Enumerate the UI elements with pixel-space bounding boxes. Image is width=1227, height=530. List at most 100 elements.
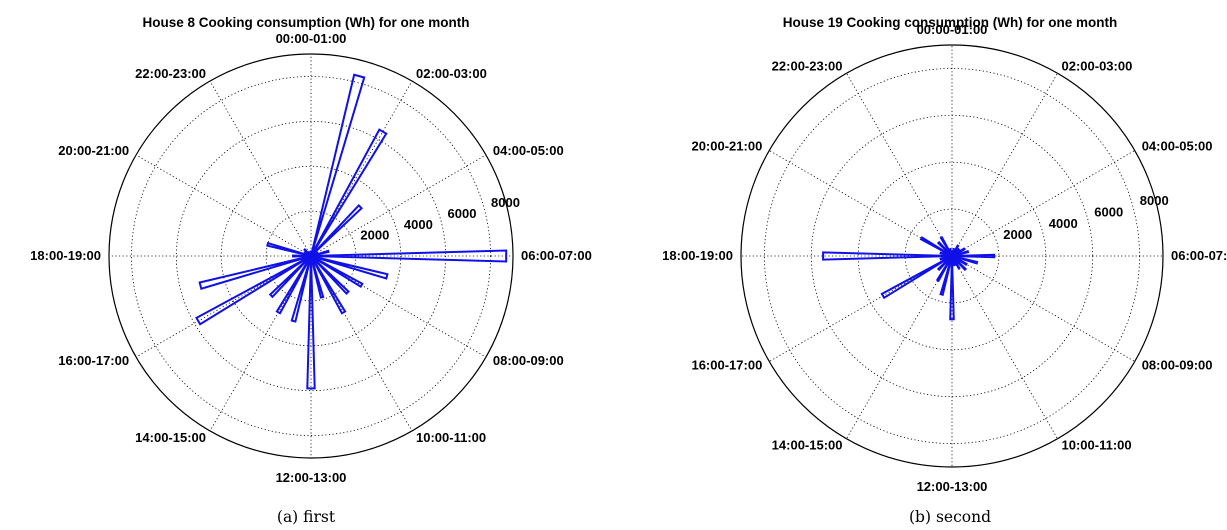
grid-ring [131,76,491,436]
angle-label: 18:00-19:00 [662,248,733,263]
grid-ring [175,120,447,392]
grid-spoke [951,255,1058,439]
bar [951,255,979,265]
angle-label: 06:00-07:00 [1171,248,1227,263]
angle-label: 10:00-11:00 [416,430,486,445]
outer-ring [108,53,514,459]
bar [951,255,961,270]
grid-spoke [310,255,413,432]
chart-caption: (b) second [909,508,991,526]
bar [268,255,312,299]
bar [948,247,953,257]
bar [951,253,996,259]
bar [266,241,312,257]
polar-labels: 00:00-01:00 02:00-03:00 04:00-05:00 06:00-0… [662,22,1227,494]
angle-label: 08:00-09:00 [1142,358,1213,373]
bar [290,255,312,323]
grid-spoke [135,255,312,358]
polar-bars [195,73,508,390]
bar [306,255,316,390]
grid-ring [265,210,357,302]
angle-label: 00:00-01:00 [276,31,347,46]
angle-label: 12:00-13:00 [917,479,988,494]
bar [292,254,312,258]
bar [310,128,388,257]
polar-chart-first: House 8 Cooking consumption (Wh) for one… [30,15,592,526]
bar [936,240,953,257]
bar [308,251,312,257]
polar-grid [740,44,1164,468]
radial-tick-label: 2000 [360,228,389,243]
bar [949,255,955,321]
bar [939,236,953,257]
grid-spoke [135,154,312,257]
bar [198,255,312,290]
grid-spoke [310,154,487,257]
grid-spoke [951,73,1058,257]
angle-label: 14:00-15:00 [135,430,206,445]
bar [275,255,312,315]
grid-spoke [209,255,312,432]
bar [951,250,970,257]
bar [951,255,968,266]
bar [935,255,953,283]
radial-tick-label: 6000 [448,206,477,221]
chart-panel-first: House 8 Cooking consumption (Wh) for one… [30,15,592,526]
bar [310,73,366,257]
angle-label: 08:00-09:00 [493,353,564,368]
angle-label: 00:00-01:00 [917,22,988,37]
angle-label: 10:00-11:00 [1062,438,1132,453]
angle-label: 02:00-03:00 [416,66,487,81]
bar [919,236,953,257]
bar [310,255,350,295]
angle-label: 04:00-05:00 [493,143,564,158]
polar-chart-second: House 19 Cooking consumption (Wh) for on… [662,15,1227,526]
grid-spoke [951,255,1135,362]
bar [195,255,312,326]
bar [310,249,330,257]
bar [822,251,953,261]
angle-label: 16:00-17:00 [691,358,762,373]
grid-spoke [209,80,312,257]
outer-ring [740,44,1164,468]
bar [310,255,364,288]
grid-spoke [310,80,413,257]
grid-spoke [951,150,1135,257]
grid-spoke [846,255,953,439]
bar [951,244,960,257]
bar [310,255,325,299]
angle-label: 20:00-21:00 [691,139,762,154]
bar [310,204,363,257]
chart-title: House 19 Cooking consumption (Wh) for on… [783,15,1117,30]
chart-panel-second: House 19 Cooking consumption (Wh) for on… [614,0,1227,530]
polar-labels: 00:00-01:00 02:00-03:00 04:00-05:00 06:00-0… [30,31,592,485]
bar [939,255,953,261]
bar [936,255,953,272]
chart-title: House 8 Cooking consumption (Wh) for one… [143,15,470,30]
grid-ring [220,165,402,347]
bar [951,247,966,257]
radial-tick-label: 8000 [1140,193,1169,208]
grid-spoke [310,255,487,358]
radial-tick-label: 4000 [1049,216,1078,231]
angle-label: 22:00-23:00 [772,58,843,73]
grid-spoke [769,255,953,362]
angle-label: 12:00-13:00 [276,470,347,485]
angle-label: 22:00-23:00 [135,66,206,81]
bar [951,255,968,272]
angle-label: 16:00-17:00 [58,353,129,368]
grid-spoke [846,73,953,257]
grid-spoke [769,150,953,257]
angle-label: 06:00-07:00 [521,248,592,263]
radial-tick-label: 2000 [1003,227,1032,242]
bar [880,255,953,300]
bar [310,249,508,263]
angle-label: 14:00-15:00 [772,438,843,453]
bar [939,251,953,257]
chart-caption: (a) first [277,508,336,526]
angle-label: 04:00-05:00 [1142,139,1213,154]
polar-bars [822,236,996,321]
bar [310,255,347,315]
angle-label: 18:00-19:00 [30,248,101,263]
angle-label: 02:00-03:00 [1062,58,1133,73]
